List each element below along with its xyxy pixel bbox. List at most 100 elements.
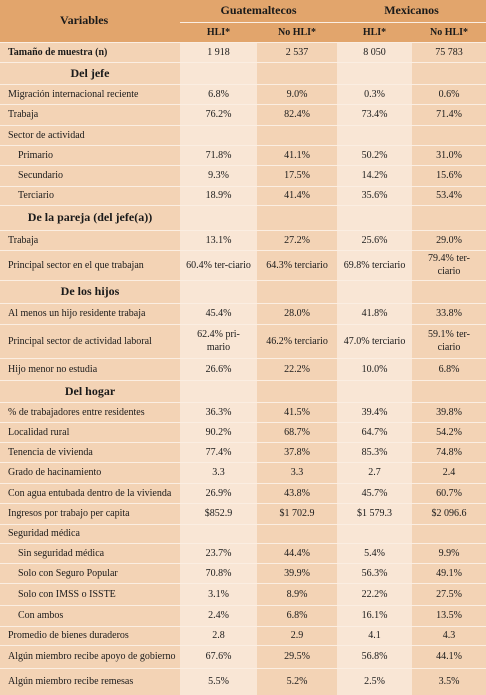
cell-value: 3.5%: [412, 668, 486, 695]
cell-value: 35.6%: [337, 186, 413, 206]
cell-value: 5.5%: [180, 668, 257, 695]
cell-value: 77.4%: [180, 442, 257, 463]
cell-value: 26.6%: [180, 358, 257, 381]
cell-value: 41.5%: [257, 402, 338, 423]
row-label: Con ambos: [0, 605, 180, 627]
row-label: Trabaja: [0, 230, 180, 251]
row-label: Tenencia de vivienda: [0, 442, 180, 463]
cell-value: [257, 524, 338, 544]
cell-value: 37.8%: [257, 442, 338, 463]
table-row: Con agua entubada dentro de la vivienda 2…: [0, 483, 486, 504]
cell-value: 45.4%: [180, 303, 257, 325]
cell-value: 68.7%: [257, 422, 338, 443]
cell-value: 44.4%: [257, 543, 338, 564]
cell-value: 64.3% terciario: [257, 250, 338, 281]
cell-value: 54.2%: [412, 422, 486, 443]
cell-value: 3.1%: [180, 583, 257, 606]
table-row: Algún miembro recibe apoyo de gobierno 67…: [0, 645, 486, 669]
cell-value: 6.8%: [180, 84, 257, 105]
table-row: Sector de actividad: [0, 125, 486, 146]
row-label: Hijo menor no estudia: [0, 358, 180, 381]
cell-value: 29.0%: [412, 230, 486, 251]
cell-value: 39.4%: [337, 402, 413, 423]
cell-value: 8.9%: [257, 583, 338, 606]
cell-value: 28.0%: [257, 303, 338, 325]
row-label: % de trabajadores entre residentes: [0, 402, 180, 423]
cell-value: 9.0%: [257, 84, 338, 105]
cell-value: 41.1%: [257, 145, 338, 166]
section-row: Del hogar: [0, 380, 486, 403]
section-fill: [180, 205, 257, 231]
header-sub: HLI*: [180, 22, 257, 43]
table-row: Localidad rural 90.2% 68.7% 64.7% 54.2%: [0, 422, 486, 443]
section-fill: [337, 280, 413, 304]
cell-value: 43.8%: [257, 483, 338, 504]
row-label: Ingresos por trabajo per capita: [0, 503, 180, 525]
section-title: De la pareja (del jefe(a)): [0, 205, 180, 231]
table-row: Promedio de bienes duraderos 2.8 2.9 4.1 4.3: [0, 626, 486, 646]
section-fill: [180, 380, 257, 403]
cell-value: 6.8%: [412, 358, 486, 381]
cell-value: 2.5%: [337, 668, 413, 695]
cell-value: 71.4%: [412, 104, 486, 126]
cell-value: 67.6%: [180, 645, 257, 669]
cell-value: 22.2%: [337, 583, 413, 606]
cell-value: 9.3%: [180, 165, 257, 187]
row-label: Localidad rural: [0, 422, 180, 443]
cell-value: 45.7%: [337, 483, 413, 504]
cell-value: 27.5%: [412, 583, 486, 606]
cell-value: 13.1%: [180, 230, 257, 251]
row-label: Migración internacional reciente: [0, 84, 180, 105]
row-label: Algún miembro recibe apoyo de gobierno: [0, 645, 180, 669]
table-row: Al menos un hijo residente trabaja 45.4% 2…: [0, 303, 486, 325]
cell-value: [337, 524, 413, 544]
cell-value: [412, 125, 486, 146]
section-title: Del hogar: [0, 380, 180, 403]
header-group: Mexicanos: [337, 0, 486, 23]
section-fill: [257, 280, 338, 304]
table-row: Grado de hacinamiento 3.3 3.3 2.7 2.4: [0, 462, 486, 484]
cell-value: 16.1%: [337, 605, 413, 627]
cell-value: 76.2%: [180, 104, 257, 126]
cell-value: 41.8%: [337, 303, 413, 325]
cell-value: 2 537: [257, 42, 338, 63]
table-row: Tamaño de muestra (n) 1 918 2 537 8 050 75 7…: [0, 42, 486, 63]
section-fill: [257, 380, 338, 403]
cell-value: 26.9%: [180, 483, 257, 504]
cell-value: 69.8% terciario: [337, 250, 413, 281]
table-row: Hijo menor no estudia 26.6% 22.2% 10.0% 6.8%: [0, 358, 486, 381]
table-row: Terciario 18.9% 41.4% 35.6% 53.4%: [0, 186, 486, 206]
cell-value: 22.2%: [257, 358, 338, 381]
section-fill: [337, 380, 413, 403]
row-label: Secundario: [0, 165, 180, 187]
row-label: Trabaja: [0, 104, 180, 126]
table-row: Principal sector en el que trabajan 60.4%…: [0, 250, 486, 281]
cell-value: 5.4%: [337, 543, 413, 564]
cell-value: 62.4% pri-mario: [180, 324, 257, 359]
cell-value: 3.3: [257, 462, 338, 484]
cell-value: 31.0%: [412, 145, 486, 166]
cell-value: 0.3%: [337, 84, 413, 105]
row-label: Seguridad médica: [0, 524, 180, 544]
section-fill: [412, 62, 486, 85]
section-fill: [337, 205, 413, 231]
cell-value: 4.3: [412, 626, 486, 646]
cell-value: 18.9%: [180, 186, 257, 206]
table-row: Trabaja 76.2% 82.4% 73.4% 71.4%: [0, 104, 486, 126]
cell-value: 13.5%: [412, 605, 486, 627]
cell-value: 90.2%: [180, 422, 257, 443]
table-row: Con ambos 2.4% 6.8% 16.1% 13.5%: [0, 605, 486, 627]
row-label: Tamaño de muestra (n): [0, 42, 180, 63]
cell-value: 5.2%: [257, 668, 338, 695]
cell-value: 64.7%: [337, 422, 413, 443]
cell-value: 74.8%: [412, 442, 486, 463]
row-label: Al menos un hijo residente trabaja: [0, 303, 180, 325]
cell-value: 56.3%: [337, 563, 413, 584]
row-label: Promedio de bienes duraderos: [0, 626, 180, 646]
cell-value: 0.6%: [412, 84, 486, 105]
table-row: Secundario 9.3% 17.5% 14.2% 15.6%: [0, 165, 486, 187]
cell-value: 10.0%: [337, 358, 413, 381]
section-title: Del jefe: [0, 62, 180, 85]
